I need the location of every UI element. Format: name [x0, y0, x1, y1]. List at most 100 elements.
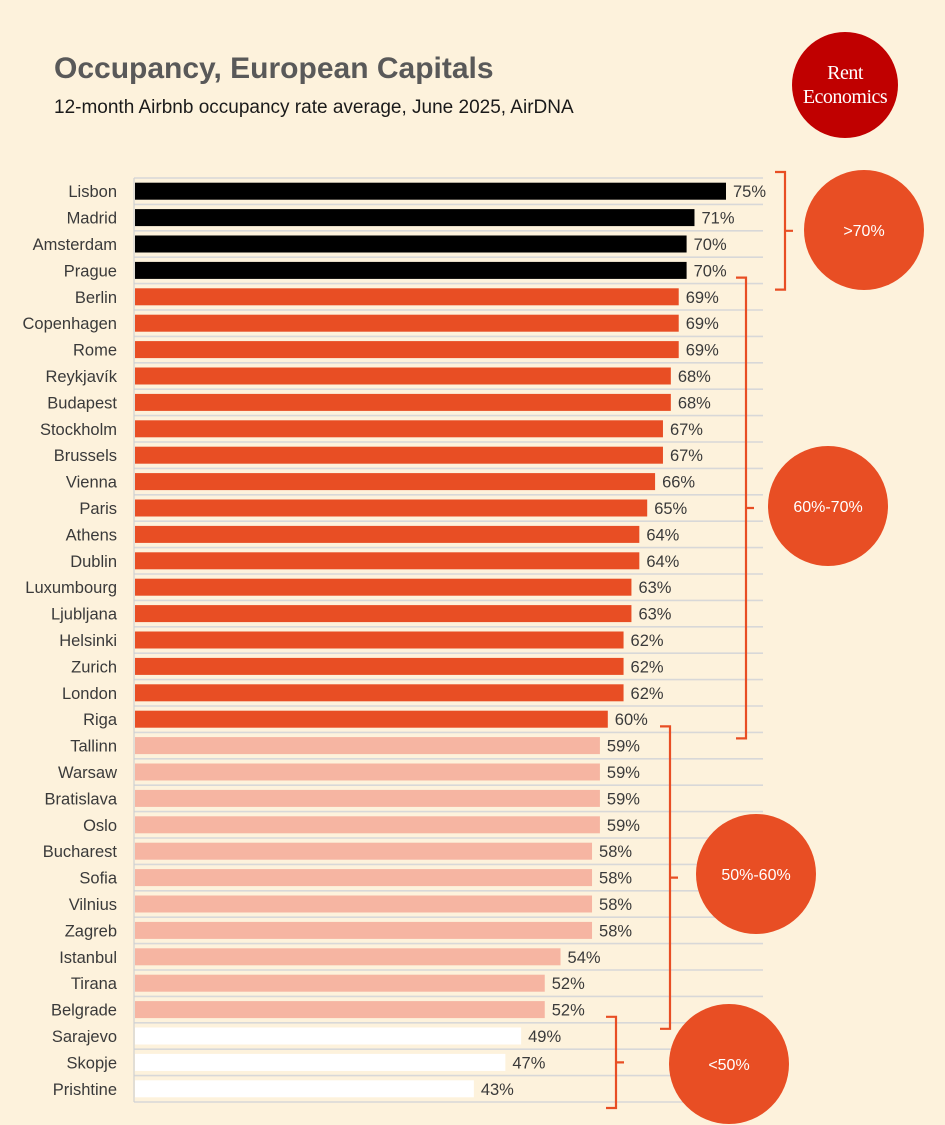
bracket-group	[660, 725, 678, 1030]
bar-prishtine	[135, 1080, 474, 1098]
category-label: Amsterdam	[33, 236, 117, 254]
category-label: Athens	[66, 526, 117, 544]
data-label: 58%	[599, 843, 632, 861]
data-label: 62%	[631, 632, 664, 650]
bar-dublin	[135, 552, 640, 570]
bar-ljubljana	[135, 605, 632, 623]
data-label: 64%	[646, 526, 679, 544]
group-badge-label: 50%-60%	[721, 867, 790, 884]
group-badge-label: >70%	[843, 223, 884, 240]
chart-subtitle: 12-month Airbnb occupancy rate average, …	[54, 97, 574, 118]
category-label: Zagreb	[65, 922, 117, 940]
data-label: 52%	[552, 1002, 585, 1020]
category-label: Sarajevo	[52, 1028, 117, 1046]
bar-rome	[135, 341, 679, 359]
category-label: Reykjavík	[45, 368, 117, 386]
data-label: 58%	[599, 896, 632, 914]
category-label: Skopje	[67, 1054, 117, 1072]
group-badge	[768, 446, 888, 566]
category-label: London	[62, 685, 117, 703]
bar-amsterdam	[135, 235, 687, 253]
category-label: Rome	[73, 342, 117, 360]
category-label: Prishtine	[53, 1081, 117, 1099]
bar-warsaw	[135, 763, 600, 781]
category-label: Riga	[83, 711, 118, 729]
data-label: 43%	[481, 1081, 514, 1099]
bar-lisbon	[135, 182, 726, 200]
bar-bratislava	[135, 789, 600, 807]
group-badge	[804, 170, 924, 290]
category-label: Belgrade	[51, 1002, 117, 1020]
logo-line-2: Economics	[802, 86, 888, 108]
bar-reykjavík	[135, 367, 671, 385]
category-label: Luxumbourg	[25, 579, 117, 597]
data-label: 58%	[599, 922, 632, 940]
bar-zagreb	[135, 921, 593, 939]
category-label: Paris	[79, 500, 117, 518]
category-label: Dublin	[70, 553, 117, 571]
group-badge	[696, 814, 816, 934]
data-label: 69%	[686, 315, 719, 333]
category-label: Stockholm	[40, 421, 117, 439]
category-label: Vienna	[66, 474, 118, 492]
bar-vilnius	[135, 895, 593, 913]
bar-budapest	[135, 393, 671, 411]
category-label: Bucharest	[43, 843, 118, 861]
data-label: 47%	[512, 1054, 545, 1072]
bar-athens	[135, 525, 640, 543]
group-badge	[669, 1004, 789, 1124]
category-label: Ljubljana	[51, 606, 118, 624]
category-label: Berlin	[75, 289, 117, 307]
data-label: 67%	[670, 447, 703, 465]
bar-vienna	[135, 473, 656, 491]
bar-copenhagen	[135, 314, 679, 332]
bar-oslo	[135, 816, 600, 834]
data-label: 70%	[694, 262, 727, 280]
data-label: 69%	[686, 289, 719, 307]
category-label: Lisbon	[68, 183, 117, 201]
category-label: Brussels	[54, 447, 117, 465]
bar-sarajevo	[135, 1027, 522, 1045]
category-label: Istanbul	[59, 949, 117, 967]
category-label: Budapest	[47, 394, 117, 412]
data-label: 63%	[638, 606, 671, 624]
bar-belgrade	[135, 1001, 545, 1019]
bar-london	[135, 684, 624, 702]
group-badge-label: 60%-70%	[793, 499, 862, 516]
bar-luxumbourg	[135, 578, 632, 596]
category-label: Tallinn	[70, 738, 117, 756]
data-label: 54%	[568, 949, 601, 967]
bar-zurich	[135, 657, 624, 675]
data-label: 71%	[701, 210, 734, 228]
data-label: 65%	[654, 500, 687, 518]
data-label: 63%	[638, 579, 671, 597]
bar-bucharest	[135, 842, 593, 860]
rent-economics-logo: Rent Economics	[792, 32, 898, 138]
data-label: 59%	[607, 790, 640, 808]
bar-prague	[135, 261, 687, 279]
data-label: 69%	[686, 342, 719, 360]
chart-title: Occupancy, European Capitals	[54, 52, 494, 85]
category-label: Oslo	[83, 817, 117, 835]
category-label: Copenhagen	[22, 315, 117, 333]
bar-paris	[135, 499, 648, 517]
bar-skopje	[135, 1053, 506, 1071]
category-label: Prague	[64, 262, 117, 280]
bracket-group	[736, 276, 754, 740]
data-label: 70%	[694, 236, 727, 254]
bracket-group	[606, 1015, 624, 1110]
group-badge-label: <50%	[708, 1057, 749, 1074]
category-label: Vilnius	[69, 896, 117, 914]
data-label: 64%	[646, 553, 679, 571]
bracket-group	[775, 170, 793, 291]
bar-tallinn	[135, 737, 600, 755]
data-label: 62%	[631, 685, 664, 703]
bar-sofia	[135, 869, 593, 887]
bar-berlin	[135, 288, 679, 306]
data-label: 49%	[528, 1028, 561, 1046]
bar-brussels	[135, 446, 663, 464]
data-label: 62%	[631, 658, 664, 676]
bar-istanbul	[135, 948, 561, 966]
data-label: 75%	[733, 183, 766, 201]
